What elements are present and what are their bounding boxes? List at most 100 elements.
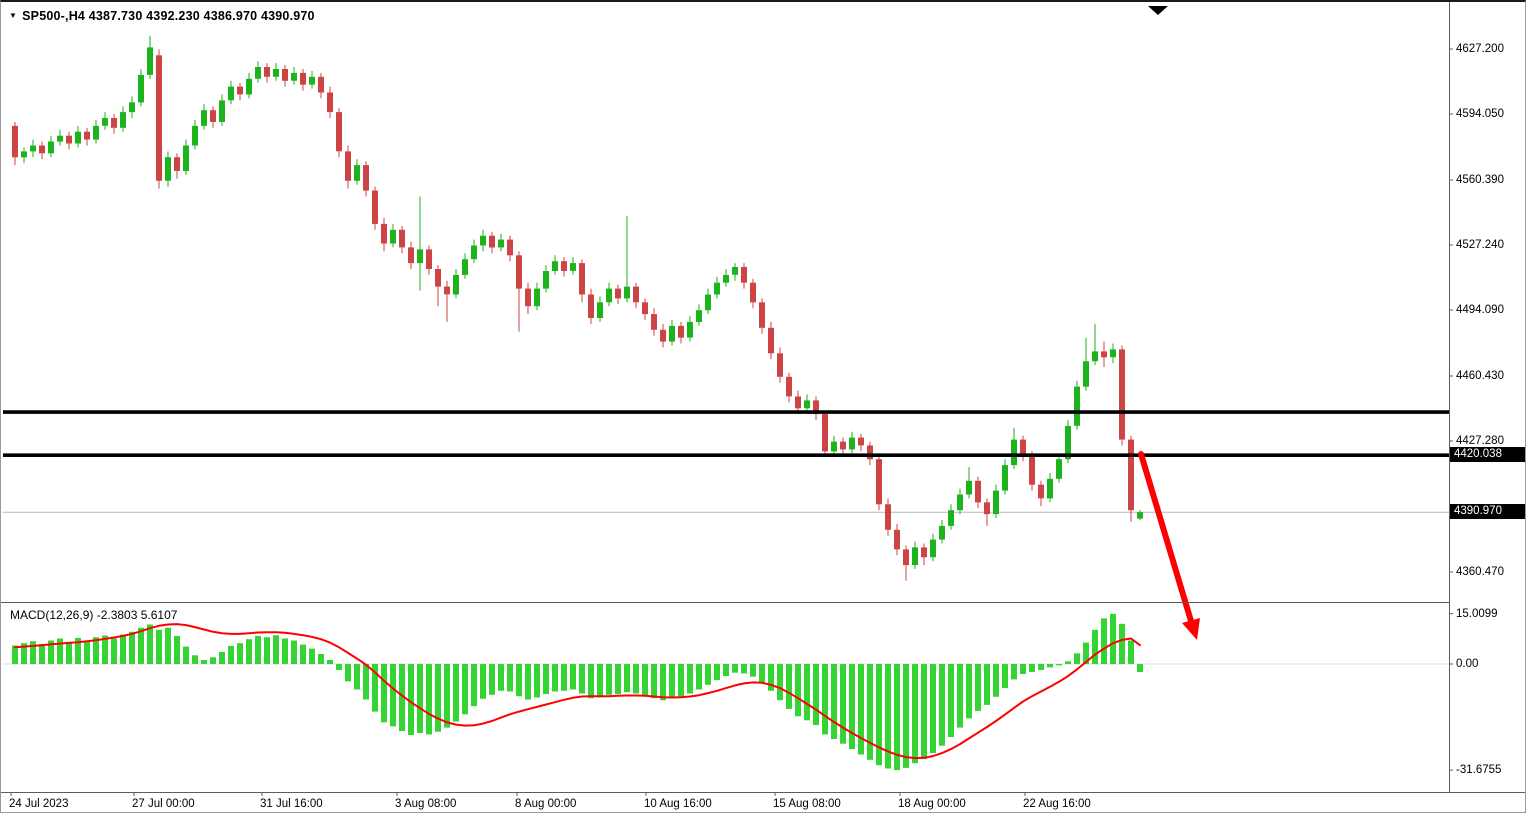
candle-body xyxy=(426,249,432,269)
candle-body xyxy=(696,310,702,322)
candle-body xyxy=(579,263,585,295)
macd-histogram-bar xyxy=(885,664,891,769)
macd-histogram-bar xyxy=(129,631,135,664)
macd-histogram-bar xyxy=(12,645,18,664)
macd-histogram-bar xyxy=(426,664,432,735)
candle-body xyxy=(1074,386,1080,426)
macd-histogram-bar xyxy=(921,664,927,760)
candle-body xyxy=(795,396,801,409)
macd-histogram-bar xyxy=(1128,640,1134,664)
candle-body xyxy=(615,288,621,299)
macd-histogram-bar xyxy=(183,646,189,664)
macd-histogram-bar xyxy=(525,664,531,700)
macd-histogram-bar xyxy=(1047,664,1053,668)
macd-histogram-bar xyxy=(741,664,747,674)
candle-body xyxy=(714,282,720,295)
candle-body xyxy=(669,325,675,342)
candle-body xyxy=(336,112,342,152)
macd-histogram-bar xyxy=(903,664,909,768)
macd-histogram-bar xyxy=(417,664,423,733)
macd-histogram-bar xyxy=(849,664,855,750)
macd-histogram-bar xyxy=(93,637,99,664)
candle-body xyxy=(489,235,495,248)
candle-body xyxy=(903,549,909,566)
candle-body xyxy=(705,294,711,311)
macd-histogram-bar xyxy=(534,664,540,698)
candle-body xyxy=(273,69,279,77)
candle-body xyxy=(156,55,162,181)
candle-body xyxy=(507,239,513,256)
candle-body xyxy=(1092,351,1098,362)
candle-body xyxy=(399,229,405,248)
candle-body xyxy=(1137,512,1143,519)
macd-histogram-bar xyxy=(75,637,81,664)
macd-histogram-bar xyxy=(1092,629,1098,664)
candle-body xyxy=(534,288,540,307)
macd-histogram-bar xyxy=(705,664,711,685)
macd-histogram-bar xyxy=(894,664,900,771)
candle-body xyxy=(1011,439,1017,466)
trend-arrow-head[interactable] xyxy=(1182,618,1200,640)
trend-arrow-shaft[interactable] xyxy=(1138,451,1194,624)
candle-body xyxy=(300,72,306,85)
candle-body xyxy=(435,269,441,287)
macd-histogram-bar xyxy=(1038,664,1044,670)
candle-body xyxy=(345,151,351,181)
macd-histogram-bar xyxy=(1101,618,1107,664)
candle-body xyxy=(804,400,810,409)
macd-histogram-bar xyxy=(786,664,792,709)
candle-body xyxy=(453,274,459,295)
chart-shift-marker-icon xyxy=(1148,6,1168,15)
macd-histogram-bar xyxy=(318,654,324,664)
macd-histogram-bar xyxy=(30,641,36,664)
candle-body xyxy=(192,125,198,146)
macd-histogram-bar xyxy=(57,638,63,664)
candle-body xyxy=(57,135,63,142)
candle-body xyxy=(984,502,990,515)
candle-body xyxy=(138,74,144,103)
candle-body xyxy=(66,135,72,144)
macd-histogram-bar xyxy=(48,640,54,664)
macd-histogram-bar xyxy=(1020,664,1026,674)
macd-histogram-bar xyxy=(876,664,882,766)
candle-body xyxy=(471,245,477,260)
candle-body xyxy=(894,529,900,550)
macd-histogram-bar xyxy=(696,664,702,690)
candle-body xyxy=(1065,425,1071,460)
candle-body xyxy=(525,288,531,307)
macd-histogram-bar xyxy=(912,664,918,764)
candle-body xyxy=(1020,439,1026,456)
macd-histogram-bar xyxy=(138,627,144,664)
candle-body xyxy=(750,282,756,303)
candle-body xyxy=(291,72,297,81)
candle-body xyxy=(867,445,873,460)
candle-body xyxy=(939,525,945,540)
candle-body xyxy=(93,125,99,140)
candle-body xyxy=(561,261,567,271)
candle-body xyxy=(354,165,360,181)
macd-histogram-bar xyxy=(732,664,738,673)
candle-body xyxy=(858,437,864,446)
candle-body xyxy=(444,286,450,295)
macd-histogram-bar xyxy=(435,664,441,732)
candle-body xyxy=(129,102,135,113)
macd-histogram-bar xyxy=(561,664,567,691)
candle-body xyxy=(309,76,315,85)
candle-body xyxy=(417,249,423,264)
candle-body xyxy=(111,118,117,128)
macd-histogram-bar xyxy=(39,643,45,664)
macd-histogram-bar xyxy=(363,664,369,700)
macd-histogram-bar xyxy=(723,664,729,677)
candle-body xyxy=(147,47,153,75)
macd-histogram-bar xyxy=(1002,664,1008,689)
macd-histogram-bar xyxy=(804,664,810,721)
macd-histogram-bar xyxy=(291,640,297,664)
macd-histogram-bar xyxy=(1110,613,1116,665)
macd-histogram-bar xyxy=(444,664,450,728)
macd-histogram-bar xyxy=(273,635,279,664)
candle-body xyxy=(633,286,639,303)
macd-histogram-bar xyxy=(669,664,675,699)
candle-body xyxy=(768,327,774,354)
